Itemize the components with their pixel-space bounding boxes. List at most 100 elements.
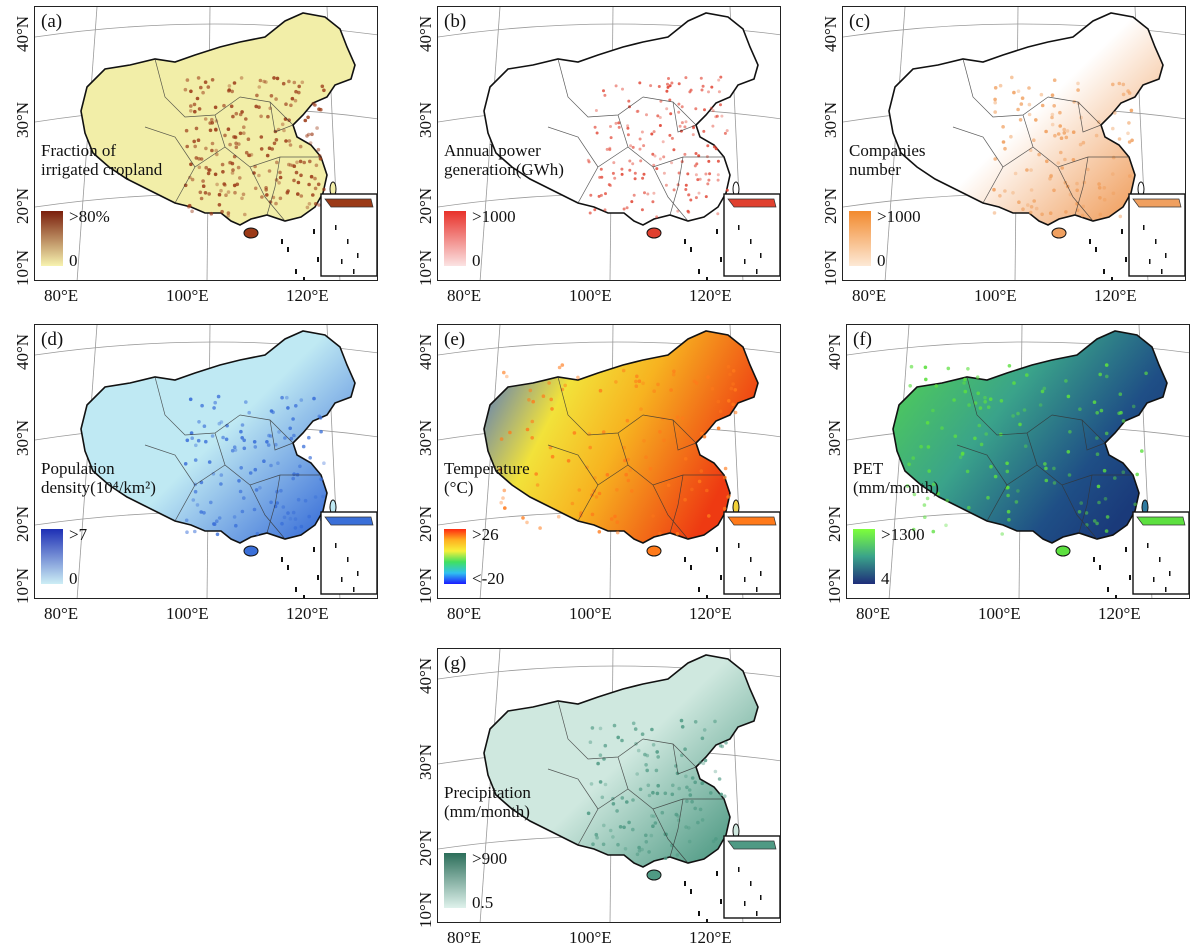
china-landmass (888, 12, 1164, 226)
latitude-label: 30°N (13, 101, 32, 139)
latitude-label: 20°N (821, 187, 840, 225)
latitude-label: 20°N (13, 187, 32, 225)
panel-a: (a) Fraction of irrigated cropland >80% 0 40°… (13, 6, 378, 305)
latitude-label: 20°N (825, 505, 844, 543)
legend-subtitle: irrigated cropland (41, 160, 163, 179)
colorbar-min-label: 0 (69, 251, 78, 270)
colorbar-max-label: >900 (472, 849, 508, 868)
panel-label: (d) (41, 329, 64, 350)
longitude-label: 120°E (689, 604, 732, 623)
panel-d: (d) Population density(10⁴/km²) >7 0 40°N 30°N… (13, 324, 378, 623)
longitude-label: 100°E (569, 286, 612, 305)
china-landmass (483, 654, 759, 868)
map-frame: (f) PET (mm/month) >1300 4 (846, 324, 1190, 599)
map-frame: (b) Annual power generation(GWh) >1000 0 (437, 6, 781, 281)
province-boundaries (547, 58, 724, 222)
longitude-label: 80°E (852, 286, 887, 305)
legend-subtitle: density(10⁴/km²) (41, 478, 156, 497)
longitude-label: 80°E (856, 604, 891, 623)
south-china-sea-islands (684, 547, 722, 598)
china-map (35, 7, 377, 280)
hainan-island (1055, 545, 1071, 557)
hainan-island (243, 227, 259, 239)
province-boundaries (144, 58, 321, 222)
panel-f: (f) PET (mm/month) >1300 4 40°N 30°N 20°N 10°N 80… (825, 324, 1190, 623)
hainan-island (243, 545, 259, 557)
panel-label: (a) (41, 11, 63, 32)
china-map (438, 325, 780, 598)
china-map (438, 649, 780, 922)
hainan-island (1051, 227, 1067, 239)
map-texture (586, 718, 728, 860)
map-frame: (a) Fraction of irrigated cropland >80% 0 (34, 6, 378, 281)
colorbar-min-label: 0 (472, 251, 481, 270)
province-boundaries (547, 376, 724, 540)
legend-title: PET (853, 459, 884, 478)
latitude-label: 10°N (416, 891, 435, 929)
china-landmass (483, 330, 759, 544)
latitude-label: 40°N (416, 657, 435, 695)
longitude-label: 100°E (569, 604, 612, 623)
panel-c: (c) Companies number >1000 0 40°N 30°N 20°N 10°N… (821, 6, 1186, 305)
china-map (847, 325, 1189, 598)
legend-subtitle: number (849, 160, 901, 179)
latitude-label: 40°N (416, 15, 435, 53)
south-china-sea-islands (1089, 229, 1127, 280)
legend-title: Fraction of (41, 141, 117, 160)
south-china-sea-inset (723, 193, 780, 277)
colorbar (444, 853, 466, 908)
hainan-island (646, 545, 662, 557)
latitude-label: 10°N (416, 567, 435, 605)
latitude-label: 30°N (821, 101, 840, 139)
panel-g: (g) Precipitation (mm/month) >900 0.5 40°N 30°… (416, 648, 781, 947)
colorbar-min-label: 0.5 (472, 893, 494, 912)
longitude-label: 120°E (1094, 286, 1137, 305)
south-china-sea-inset (1128, 193, 1185, 277)
latitude-label: 30°N (416, 743, 435, 781)
longitude-label: 80°E (447, 604, 482, 623)
latitude-label: 40°N (416, 333, 435, 371)
latitude-label: 40°N (825, 333, 844, 371)
panel-label: (g) (444, 653, 467, 674)
legend-title: Companies (849, 141, 926, 160)
latitude-label: 40°N (821, 15, 840, 53)
longitude-label: 100°E (166, 286, 209, 305)
hainan-island (646, 869, 662, 881)
longitude-label: 100°E (978, 604, 1021, 623)
legend-subtitle: (°C) (444, 478, 474, 497)
colorbar-min-label: 0 (877, 251, 886, 270)
colorbar (853, 529, 875, 584)
longitude-label: 100°E (974, 286, 1017, 305)
latitude-label: 40°N (13, 333, 32, 371)
map-texture (586, 75, 729, 219)
latitude-label: 10°N (13, 249, 32, 287)
south-china-sea-islands (281, 547, 319, 598)
map-texture (183, 394, 326, 537)
longitude-label: 120°E (689, 286, 732, 305)
south-china-sea-islands (684, 229, 722, 280)
south-china-sea-islands (684, 871, 722, 922)
colorbar-max-label: >1000 (877, 207, 921, 226)
latitude-label: 40°N (13, 15, 32, 53)
south-china-sea-islands (281, 229, 319, 280)
south-china-sea-inset (320, 193, 377, 277)
map-frame: (c) Companies number >1000 0 (842, 6, 1186, 281)
latitude-label: 30°N (825, 419, 844, 457)
hainan-island (646, 227, 662, 239)
longitude-label: 120°E (286, 286, 329, 305)
china-map (35, 325, 377, 598)
longitude-label: 120°E (689, 928, 732, 947)
latitude-label: 20°N (416, 505, 435, 543)
panel-e: (e) Temperature (°C) >26 <-20 40°N 30°N 20°N 10°… (416, 324, 781, 623)
china-map (843, 7, 1185, 280)
panel-label: (c) (849, 11, 871, 32)
panel-label: (f) (853, 329, 872, 350)
longitude-label: 120°E (1098, 604, 1141, 623)
map-texture (905, 363, 1149, 536)
colorbar-max-label: >1300 (881, 525, 925, 544)
longitude-label: 120°E (286, 604, 329, 623)
legend-subtitle: generation(GWh) (444, 160, 564, 179)
map-frame: (g) Precipitation (mm/month) >900 0.5 (437, 648, 781, 923)
china-map (438, 7, 780, 280)
latitude-label: 30°N (416, 101, 435, 139)
